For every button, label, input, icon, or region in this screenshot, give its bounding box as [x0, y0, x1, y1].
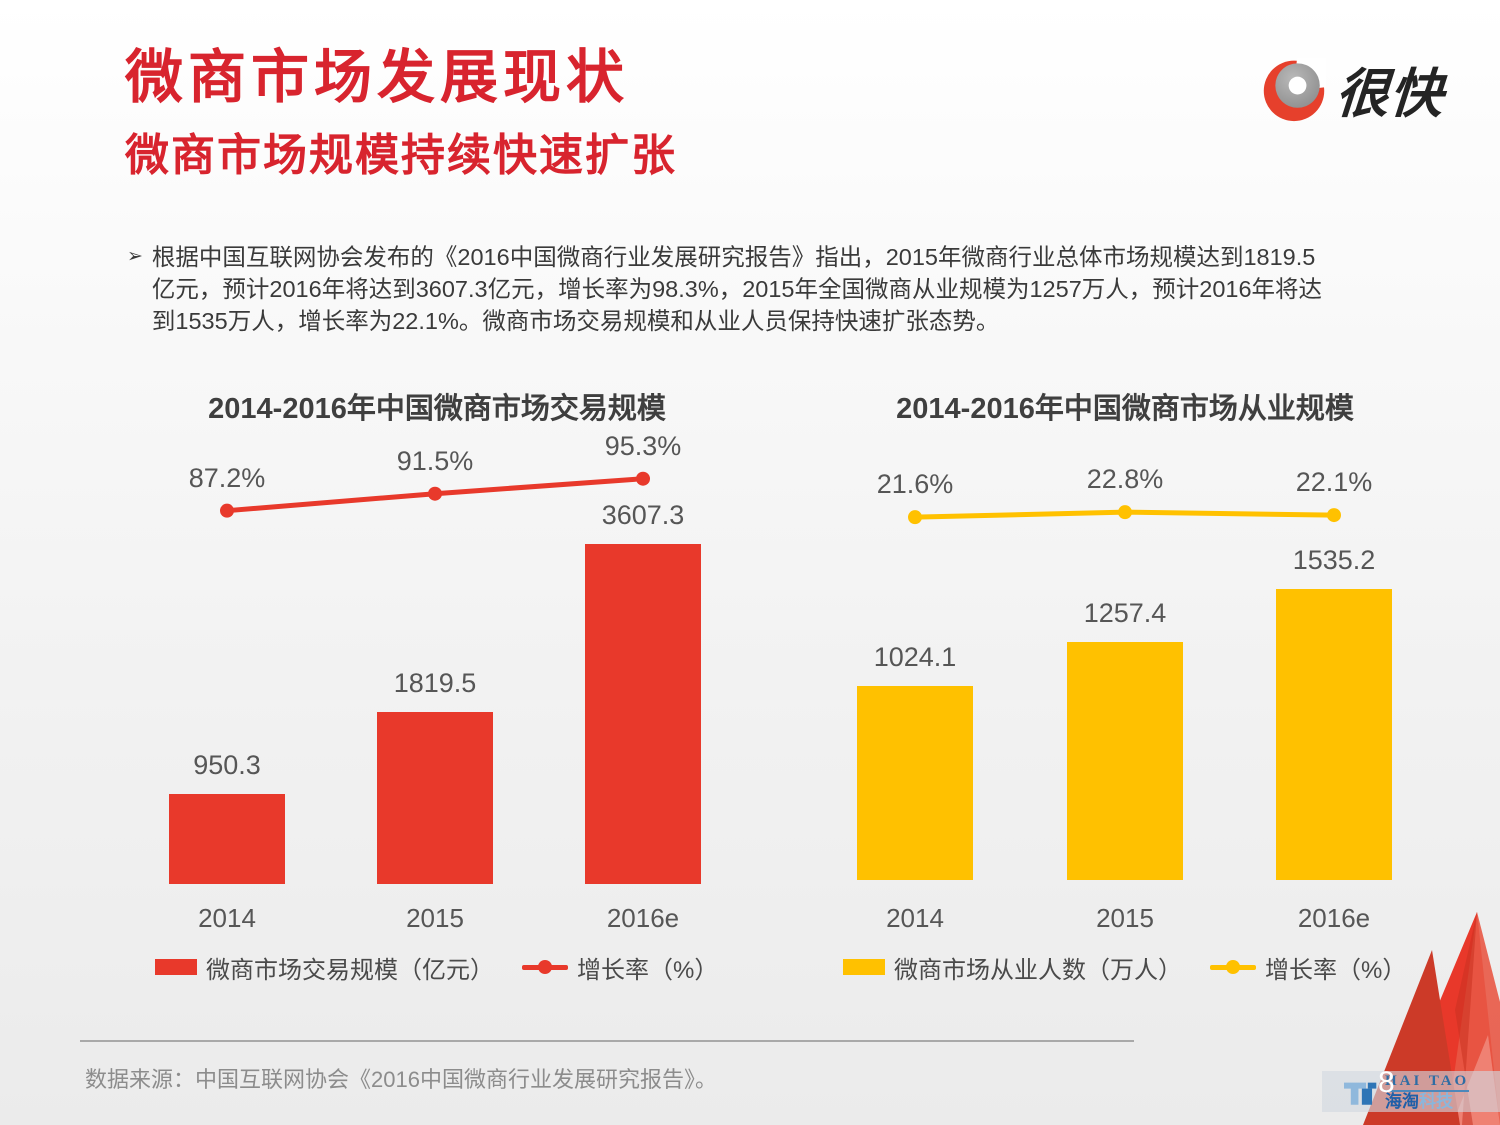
- haitao-watermark: HAI TAO 海淘科技: [1322, 1071, 1500, 1112]
- bar-value-label: 1819.5: [393, 668, 477, 699]
- page-title: 微商市场发展现状: [125, 45, 630, 110]
- legend-line-swatch: [1210, 960, 1256, 974]
- growth-pct-label: 87.2%: [188, 462, 266, 493]
- bar-2015: [1067, 641, 1183, 880]
- category-label: 2014: [198, 903, 256, 933]
- legend-bar-swatch: [155, 959, 197, 975]
- henkuai-logo-icon: [1263, 58, 1326, 122]
- haitao-latin-text: HAI TAO: [1385, 1073, 1470, 1092]
- page-number: 8: [1378, 1066, 1395, 1099]
- legend-line-label: 增长率（%）: [1265, 956, 1407, 984]
- legend-item-line: 增长率（%）: [522, 950, 718, 985]
- bullet-arrow-icon: ➢: [127, 246, 143, 267]
- category-label: 2016e: [606, 903, 680, 933]
- data-source-note: 数据来源：中国互联网协会《2016中国微商行业发展研究报告》。: [85, 1067, 717, 1092]
- growth-pct-label: 22.8%: [1086, 464, 1164, 495]
- legend-bar-label: 微商市场交易规模（亿元）: [206, 956, 494, 984]
- henkuai-logo: 很快: [1262, 52, 1446, 128]
- chart-legend: 微商市场交易规模（亿元） 增长率（%）: [155, 950, 718, 985]
- bar-2014: [169, 794, 285, 884]
- legend-item-bar: 微商市场从业人数（万人）: [843, 950, 1182, 985]
- growth-pct-label: 22.1%: [1295, 467, 1373, 498]
- bar-value-label: 950.3: [193, 750, 261, 781]
- line-marker: [220, 503, 234, 518]
- legend-line-dot: [1226, 960, 1240, 974]
- legend-item-line: 增长率（%）: [1210, 950, 1406, 985]
- slide-subtitle: 微商市场规模持续快速扩张: [125, 131, 677, 180]
- line-marker: [1327, 508, 1341, 523]
- summary-paragraph: ➢ 根据中国互联网协会发布的《2016中国微商行业发展研究报告》指出，2015年…: [127, 241, 1427, 337]
- growth-pct-label: 95.3%: [604, 430, 682, 461]
- bar-value-label: 3607.3: [601, 499, 685, 530]
- legend-line-label: 增长率（%）: [577, 956, 719, 984]
- legend-line-swatch: [522, 960, 568, 974]
- legend-line-dot: [538, 960, 552, 974]
- category-label: 2015: [406, 903, 464, 933]
- chart-legend: 微商市场从业人数（万人） 增长率（%）: [843, 950, 1406, 985]
- legend-item-bar: 微商市场交易规模（亿元）: [155, 950, 494, 985]
- haitao-cn-text: 海淘科技: [1385, 1093, 1469, 1110]
- legend-bar-swatch: [843, 959, 885, 975]
- haitao-logo-icon: [1344, 1082, 1377, 1105]
- bar-2015: [377, 712, 493, 884]
- summary-text: 根据中国互联网协会发布的《2016中国微商行业发展研究报告》指出，2015年微商…: [151, 244, 1323, 334]
- growth-pct-label: 21.6%: [876, 469, 954, 500]
- haitao-cn-dark: 海淘: [1385, 1091, 1419, 1111]
- footer-divider: [80, 1040, 1134, 1042]
- line-marker: [908, 510, 922, 525]
- bar-2014: [857, 685, 973, 880]
- legend-bar-label: 微商市场从业人数（万人）: [894, 956, 1182, 984]
- line-marker: [1118, 505, 1132, 520]
- bar-value-label: 1257.4: [1083, 597, 1167, 628]
- bar-2016e: [585, 543, 701, 884]
- haitao-cn-light: 科技: [1419, 1091, 1453, 1111]
- growth-pct-label: 91.5%: [396, 445, 474, 476]
- bar-value-label: 1024.1: [873, 641, 957, 672]
- category-label: 2016e: [1297, 903, 1371, 933]
- line-marker: [428, 486, 442, 501]
- bar-2016e: [1276, 588, 1392, 880]
- chart-title: 2014-2016年中国微商市场从业规模: [896, 393, 1354, 425]
- chart-title: 2014-2016年中国微商市场交易规模: [208, 393, 666, 425]
- category-label: 2015: [1096, 903, 1154, 933]
- line-marker: [636, 471, 650, 486]
- bar-value-label: 1535.2: [1292, 544, 1376, 575]
- category-label: 2014: [886, 903, 944, 933]
